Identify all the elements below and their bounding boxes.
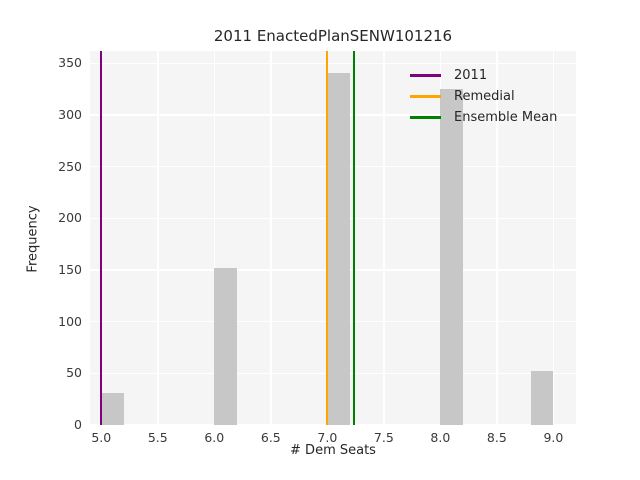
y-tick-label: 250 xyxy=(58,158,82,174)
legend-line-ensemble-mean xyxy=(410,116,441,119)
vline-remedial xyxy=(326,51,329,425)
chart-title: 2011 EnactedPlanSENW101216 xyxy=(213,27,453,45)
x-tick-label: 6.5 xyxy=(260,430,281,445)
gridline-x xyxy=(383,51,385,425)
legend-entry-ensemble-mean: Ensemble Mean xyxy=(410,107,557,128)
legend-entry-2011: 2011 xyxy=(410,65,557,86)
x-tick-label: 8.0 xyxy=(430,430,451,445)
gridline-x xyxy=(270,51,272,425)
gridline-x xyxy=(157,51,159,425)
gridline-x xyxy=(496,51,498,425)
y-tick-label: 50 xyxy=(66,365,82,381)
gridline-x xyxy=(213,51,216,425)
gridline-x xyxy=(552,51,555,425)
legend-line-2011 xyxy=(410,74,441,77)
y-axis-label: Frequency xyxy=(25,205,41,273)
x-tick-label: 7.0 xyxy=(317,430,338,445)
x-tick-label: 5.5 xyxy=(147,430,168,445)
legend-label: 2011 xyxy=(454,68,488,83)
vline-2011 xyxy=(100,51,103,425)
x-tick-label: 6.0 xyxy=(204,430,225,445)
vline-ensemble-mean xyxy=(353,51,356,425)
x-axis-label: # Dem Seats xyxy=(290,443,376,458)
histogram-bar xyxy=(327,72,350,425)
x-tick-label: 8.5 xyxy=(486,430,507,445)
y-tick-label: 300 xyxy=(58,107,82,123)
y-tick-label: 100 xyxy=(58,313,82,329)
y-tick-label: 150 xyxy=(58,262,82,278)
legend-line-remedial xyxy=(410,95,441,98)
legend-label: Ensemble Mean xyxy=(454,110,558,125)
gridline-y xyxy=(90,424,576,426)
x-tick-label: 9.0 xyxy=(543,430,564,445)
plot-area: 0 50 100 150 200 250 300 350 5.0 5.5 6.0 6.5 7.0 7.5 8… xyxy=(58,51,576,445)
legend: 2011 Remedial Ensemble Mean xyxy=(410,65,557,128)
y-tick-label: 0 xyxy=(74,417,82,432)
gridline-y xyxy=(90,62,576,65)
histogram-bar xyxy=(214,267,237,425)
y-tick-label: 200 xyxy=(58,210,82,226)
histogram-bar xyxy=(440,89,463,425)
x-tick-label: 5.0 xyxy=(91,430,112,445)
legend-label: Remedial xyxy=(454,89,515,104)
y-tick-label: 350 xyxy=(58,55,82,71)
x-tick-label: 7.5 xyxy=(373,430,394,445)
histogram-bar xyxy=(530,371,554,425)
histogram-bar xyxy=(101,392,124,425)
legend-entry-remedial: Remedial xyxy=(410,86,557,107)
